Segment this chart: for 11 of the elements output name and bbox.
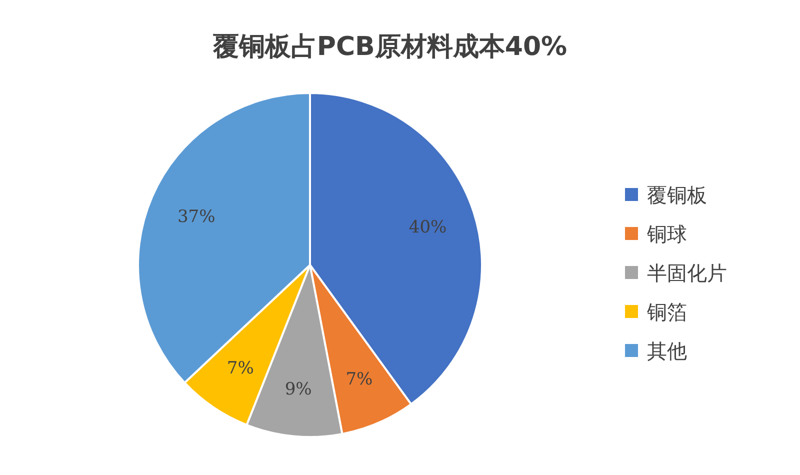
legend-label: 铜箔 — [646, 300, 687, 324]
chart-title: 覆铜板占PCB原材料成本40% — [212, 32, 568, 62]
data-label: 40% — [408, 218, 447, 238]
legend-label: 其他 — [647, 339, 687, 363]
legend-label: 半固化片 — [647, 261, 727, 285]
data-label: 7% — [346, 370, 373, 390]
legend-label: 铜球 — [646, 222, 687, 246]
data-label: 9% — [284, 379, 312, 400]
legend-label: 覆铜板 — [647, 183, 707, 207]
data-label: 7% — [226, 358, 254, 378]
data-label: 37% — [177, 206, 216, 227]
